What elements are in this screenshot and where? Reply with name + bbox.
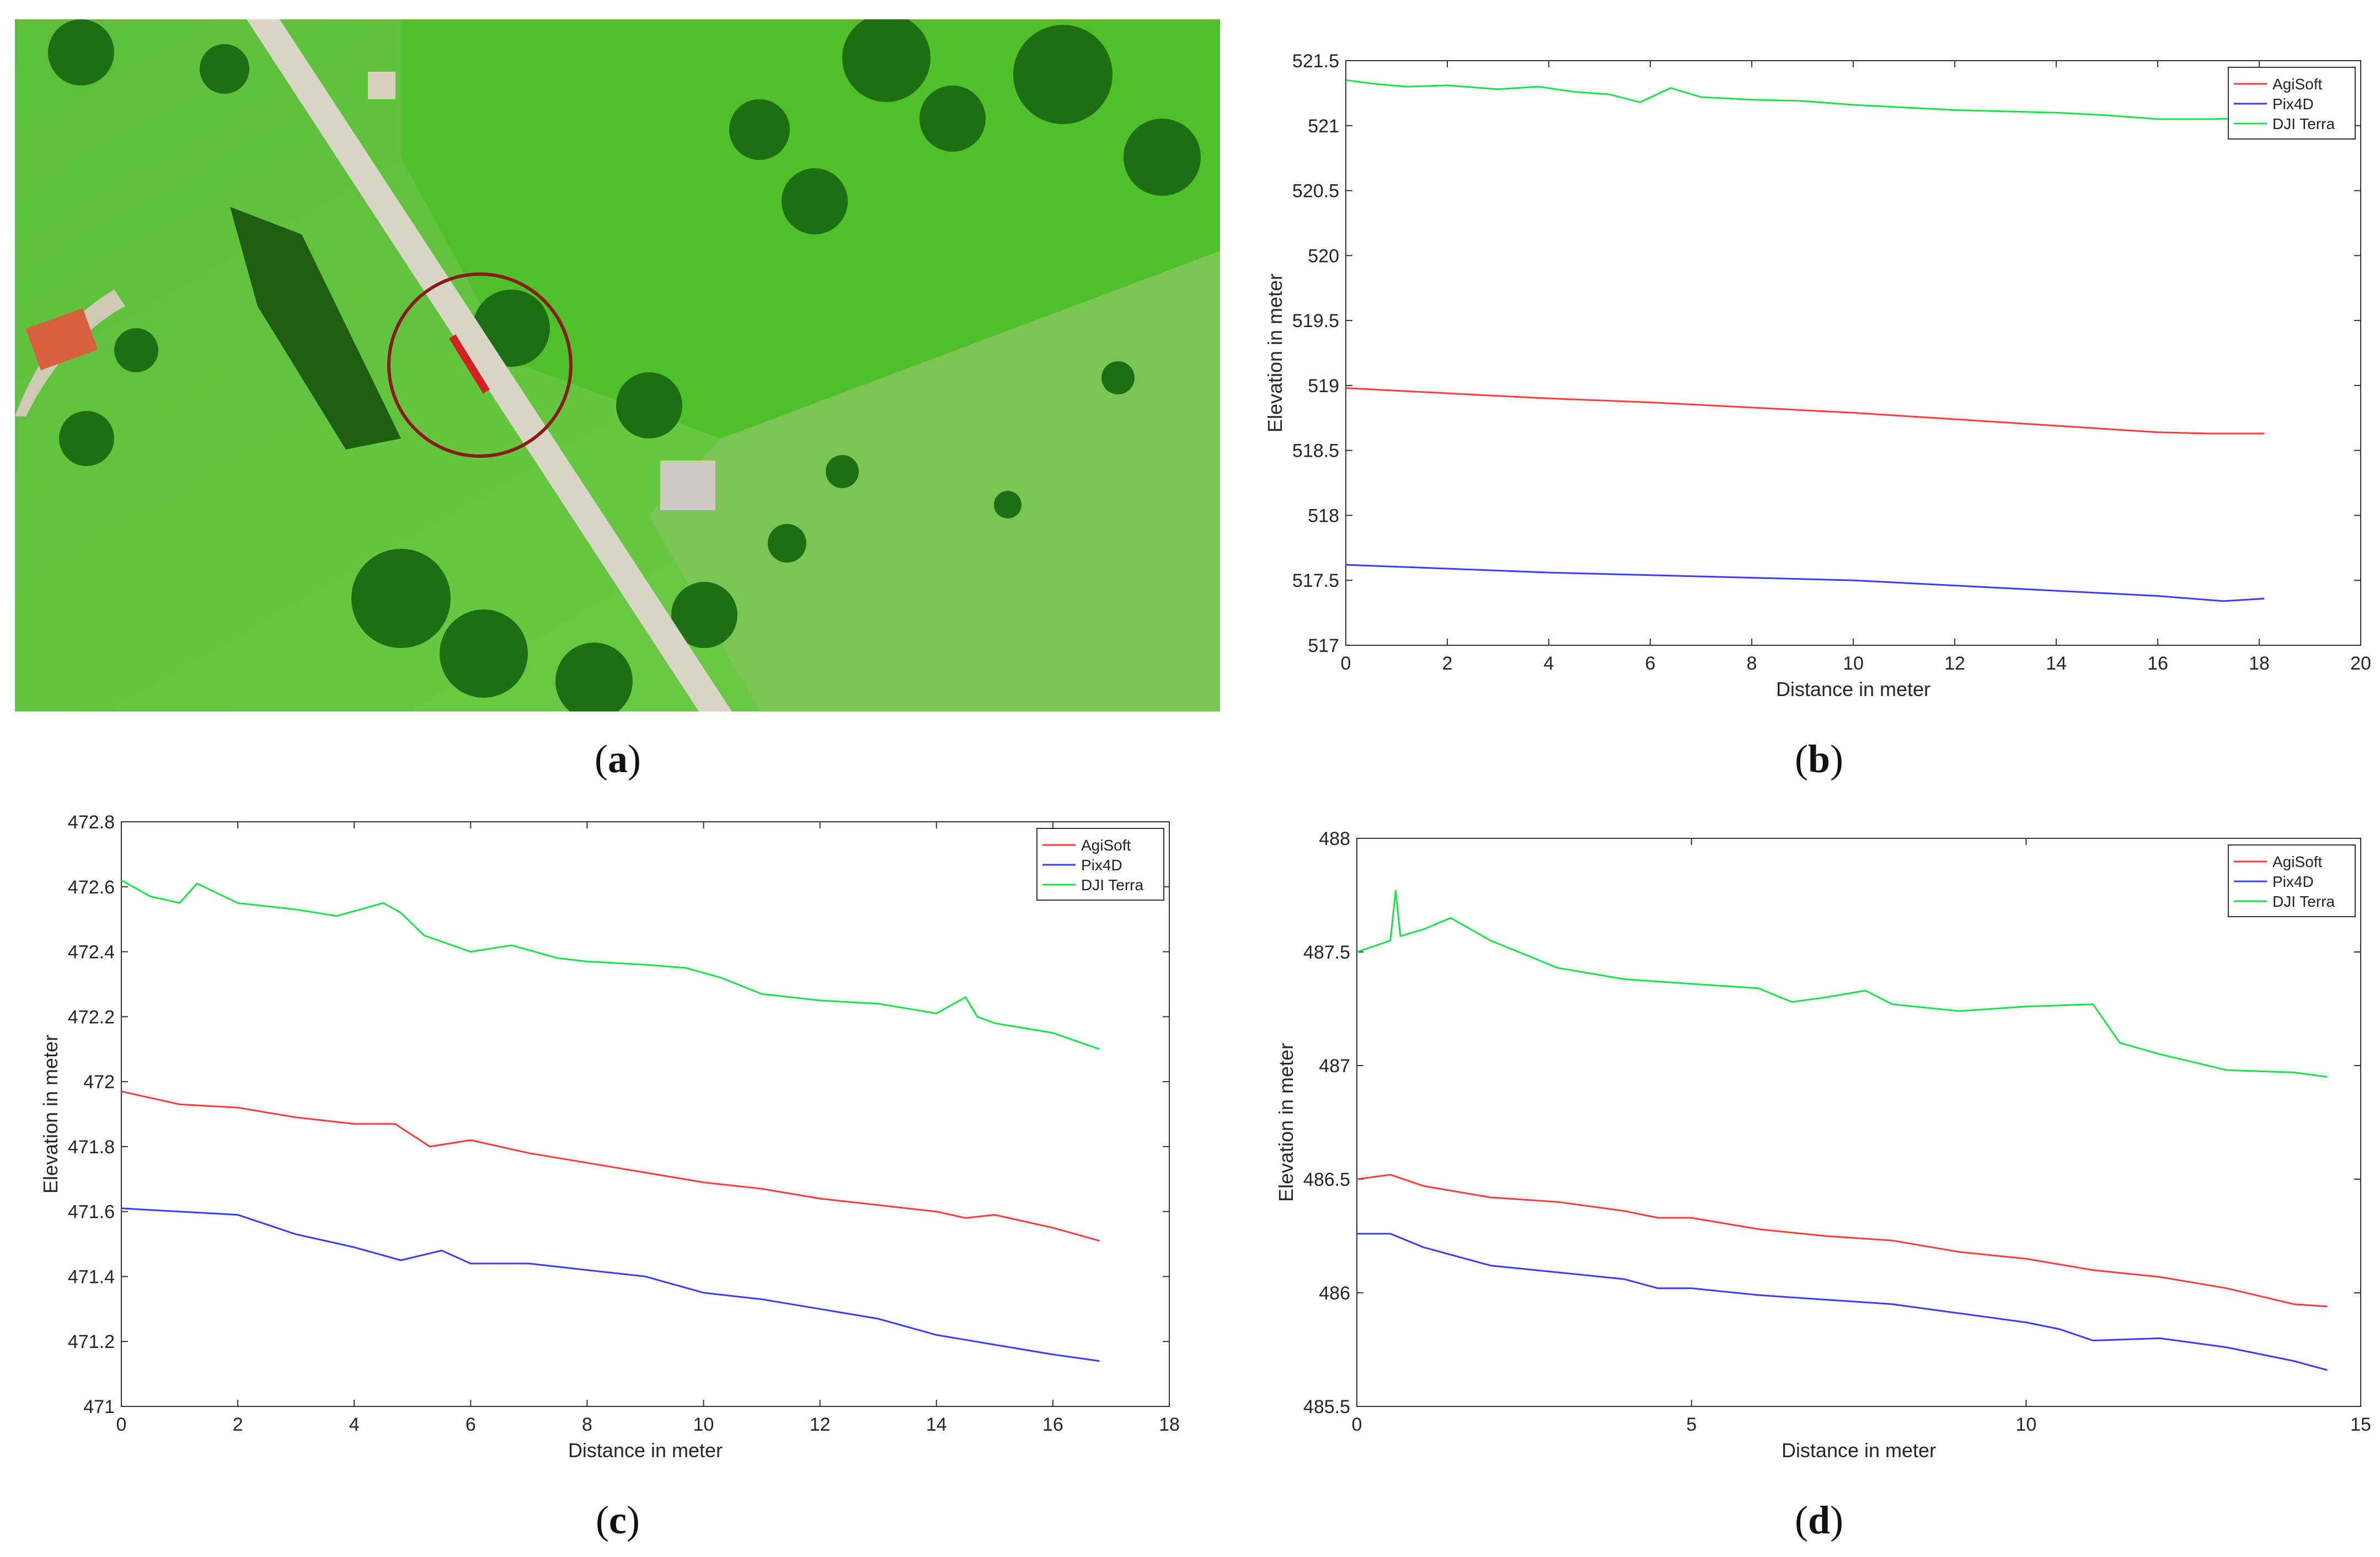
road (247, 19, 732, 711)
legend-label: Pix4D (2272, 95, 2314, 113)
plot-area (1356, 838, 2361, 1407)
y-tick-label: 486 (1319, 1283, 1350, 1304)
legend-label: DJI Terra (1081, 876, 1143, 893)
x-tick-label: 14 (2046, 653, 2067, 674)
y-tick-label: 472.4 (68, 942, 115, 963)
x-tick-label: 5 (1686, 1414, 1697, 1435)
y-tick-label: 472.8 (68, 812, 115, 833)
y-tick-label: 486.5 (1303, 1169, 1350, 1190)
legend-label: Pix4D (1081, 857, 1122, 874)
x-tick-label: 12 (1944, 653, 1965, 674)
y-tick-label: 472 (83, 1072, 115, 1093)
y-tick-label: 471 (83, 1397, 115, 1417)
x-tick-label: 20 (2350, 653, 2371, 674)
chart-d: 0 5 10 15 485.5 486 486.5 487 487.5 488 Distance i… (1275, 828, 2371, 1462)
series-line-agisoft (1345, 387, 2265, 435)
chart-b: 0 2 4 6 8 10 12 14 16 18 20 517 517.5 518 518.5 519 519.… (1264, 51, 2371, 700)
x-tick-label: 8 (582, 1414, 592, 1435)
x-tick-label: 10 (693, 1414, 714, 1435)
x-tick-label: 10 (1843, 653, 1864, 674)
x-tick-label: 4 (1544, 653, 1554, 674)
caption-a: (a) (595, 737, 641, 781)
tree-clusters (48, 14, 1201, 720)
y-tick-label: 485.5 (1303, 1397, 1350, 1417)
plot-area (121, 821, 1170, 1407)
y-tick-label: 519 (1308, 376, 1339, 397)
legend-label: AgiSoft (2272, 76, 2322, 93)
plot-area (1345, 60, 2361, 646)
x-tick-label: 16 (2147, 653, 2168, 674)
x-tick-label: 16 (1042, 1414, 1063, 1435)
x-tick-label: 0 (1341, 653, 1351, 674)
aerial-image-panel (15, 14, 1220, 720)
highlight-circle (387, 272, 573, 458)
caption-c: (c) (596, 1498, 640, 1542)
y-tick-label: 518.5 (1292, 441, 1339, 462)
caption-d: (d) (1794, 1498, 1843, 1542)
x-axis-label: Distance in meter (568, 1439, 723, 1462)
y-tick-label: 521.5 (1292, 51, 1339, 72)
y-tick-label: 471.6 (68, 1202, 115, 1223)
legend-label: DJI Terra (2272, 893, 2335, 910)
x-tick-label: 14 (926, 1414, 947, 1435)
series-line-dji-terra (1356, 890, 2328, 1078)
legend-label: AgiSoft (2272, 853, 2322, 870)
orchard-field (649, 251, 1220, 711)
dirt-path (15, 290, 125, 416)
series-line-agisoft (1356, 1174, 2328, 1308)
series-line-pix4d (121, 1207, 1100, 1362)
legend-label: DJI Terra (2272, 115, 2335, 132)
y-tick-label: 488 (1319, 828, 1350, 849)
x-tick-label: 0 (116, 1414, 127, 1435)
legend-label: AgiSoft (1081, 837, 1131, 854)
series-line-dji-terra (121, 879, 1100, 1050)
x-tick-label: 4 (349, 1414, 360, 1435)
hedge-row (230, 207, 401, 450)
x-tick-label: 15 (2350, 1414, 2371, 1435)
chart-c: 0 2 4 6 8 10 12 14 16 18 471 471.2 471.4 471.6 471.8 47… (39, 812, 1180, 1462)
y-tick-label: 517 (1308, 635, 1339, 656)
series-line-pix4d (1357, 1233, 2328, 1371)
x-tick-label: 0 (1352, 1414, 1362, 1435)
x-tick-label: 6 (466, 1414, 476, 1435)
series-line-pix4d (1345, 564, 2265, 602)
x-tick-label: 6 (1645, 653, 1656, 674)
y-tick-label: 471.2 (68, 1331, 115, 1352)
x-tick-label: 8 (1747, 653, 1757, 674)
y-axis-label: Elevation in meter (39, 1035, 62, 1194)
y-tick-label: 520 (1308, 245, 1339, 266)
y-tick-label: 520.5 (1292, 181, 1339, 202)
y-tick-label: 517.5 (1292, 570, 1339, 591)
red-roof-building (25, 308, 98, 371)
series-line-agisoft (121, 1090, 1100, 1242)
y-tick-label: 487 (1319, 1056, 1350, 1077)
y-tick-label: 518 (1308, 505, 1339, 526)
y-tick-label: 521 (1308, 116, 1339, 137)
legend-label: Pix4D (2272, 873, 2314, 890)
x-tick-label: 2 (233, 1414, 243, 1435)
aerial-image (15, 14, 1220, 720)
y-axis-label: Elevation in meter (1275, 1043, 1297, 1202)
y-tick-label: 519.5 (1292, 311, 1339, 331)
x-axis-label: Distance in meter (1782, 1439, 1936, 1462)
y-tick-label: 471.8 (68, 1137, 115, 1158)
series-line-dji-terra (1345, 79, 2265, 120)
x-tick-label: 12 (810, 1414, 831, 1435)
x-axis-label: Distance in meter (1776, 678, 1930, 700)
profile-line (449, 334, 490, 394)
y-tick-label: 471.4 (68, 1266, 115, 1287)
x-tick-label: 18 (2249, 653, 2270, 674)
small-building (368, 72, 395, 99)
y-tick-label: 487.5 (1303, 942, 1350, 963)
x-tick-label: 2 (1442, 653, 1453, 674)
y-tick-label: 472.2 (68, 1007, 115, 1028)
x-tick-label: 10 (2015, 1414, 2036, 1435)
caption-b: (b) (1794, 737, 1843, 781)
house (660, 461, 715, 510)
y-axis-label: Elevation in meter (1264, 274, 1286, 432)
y-tick-label: 472.6 (68, 877, 115, 898)
x-tick-label: 18 (1159, 1414, 1180, 1435)
